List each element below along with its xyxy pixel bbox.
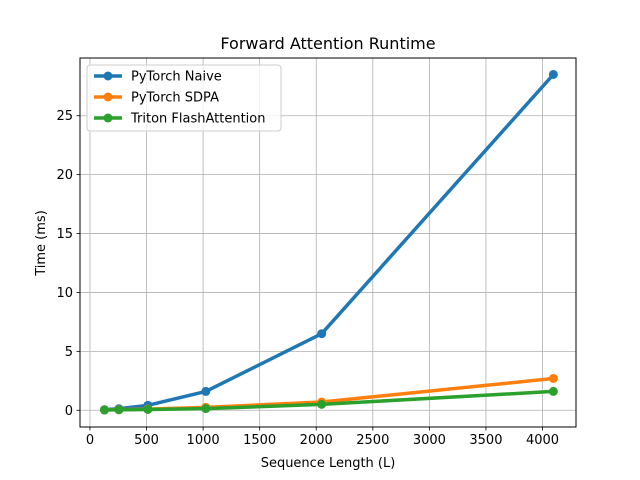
x-tick-label: 1000 <box>187 433 220 448</box>
x-tick-label: 2000 <box>300 433 333 448</box>
y-tick-label: 25 <box>56 109 73 124</box>
x-tick-label: 500 <box>134 433 159 448</box>
axis-ticks: 0 500 1000 1500 2000 2500 3000 3500 4000 0 5 10 15 20… <box>56 109 559 448</box>
plot-frame <box>79 57 577 428</box>
legend-marker-pytorch-naive <box>103 71 113 81</box>
x-tick-label: 1500 <box>243 433 276 448</box>
y-tick-label: 10 <box>56 286 73 301</box>
legend-box <box>86 64 282 132</box>
legend-label-triton-flashattention: Triton FlashAttention <box>130 112 265 127</box>
data-point-pytorch-naive <box>201 386 211 396</box>
data-point-triton-flashattention <box>114 405 124 415</box>
x-axis-label: Sequence Length (L) <box>261 456 396 471</box>
x-tick-label: 4000 <box>526 433 559 448</box>
x-tick-label: 2500 <box>356 433 389 448</box>
legend-label-pytorch-naive: PyTorch Naive <box>131 70 222 85</box>
data-point-triton-flashattention <box>143 404 153 414</box>
data-point-triton-flashattention <box>317 399 327 409</box>
legend-label-pytorch-sdpa: PyTorch SDPA <box>131 91 219 106</box>
legend-marker-triton-flashattention <box>103 113 113 123</box>
x-tick-label: 0 <box>86 433 94 448</box>
chart-title: Forward Attention Runtime <box>220 34 435 53</box>
y-tick-label: 15 <box>56 227 73 242</box>
legend-entries: PyTorch Naive PyTorch SDPA Triton FlashAtt… <box>94 70 265 127</box>
legend: PyTorch Naive PyTorch SDPA Triton FlashAtt… <box>86 64 282 132</box>
data-point-pytorch-naive <box>548 69 558 79</box>
data-point-triton-flashattention <box>99 405 109 415</box>
data-point-pytorch-sdpa <box>548 373 558 383</box>
x-tick-label: 3000 <box>413 433 446 448</box>
y-tick-label: 0 <box>65 404 73 419</box>
data-point-triton-flashattention <box>548 386 558 396</box>
plot-series <box>99 69 558 415</box>
y-tick-label: 20 <box>56 168 73 183</box>
y-axis-label: Time (ms) <box>34 210 49 277</box>
x-tick-label: 3500 <box>469 433 502 448</box>
data-point-pytorch-naive <box>317 329 327 339</box>
series-triton-flashattention <box>99 386 558 415</box>
data-point-triton-flashattention <box>201 404 211 414</box>
legend-marker-pytorch-sdpa <box>103 92 113 102</box>
y-tick-label: 5 <box>65 345 73 360</box>
